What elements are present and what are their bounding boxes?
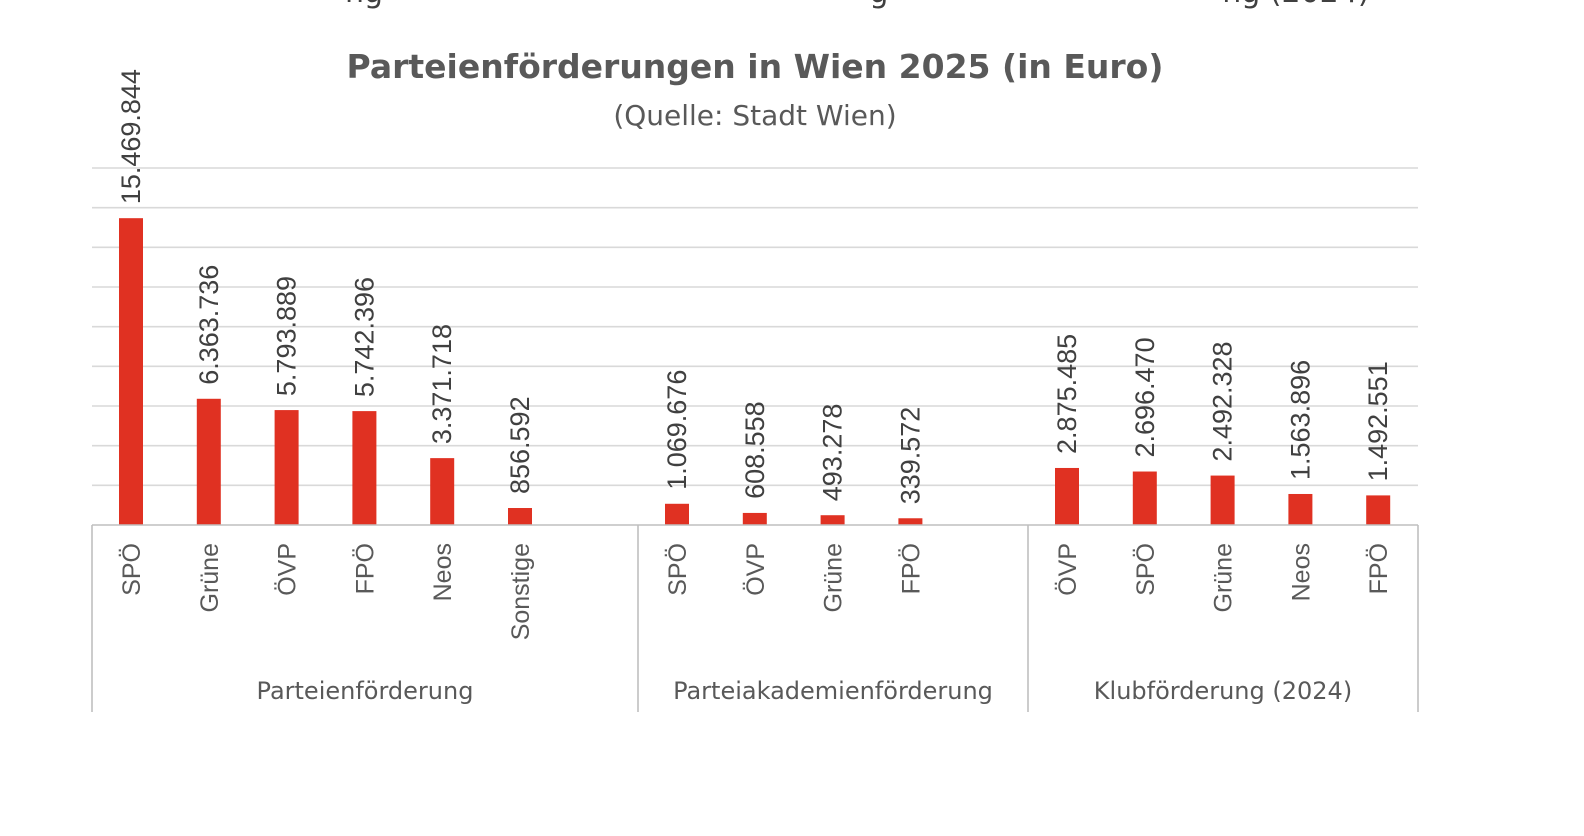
bar xyxy=(352,411,377,525)
data-label: 2.875.485 xyxy=(1052,334,1082,454)
category-label: Neos xyxy=(429,543,457,601)
bar xyxy=(1210,475,1235,525)
category-label: Grüne xyxy=(820,543,848,612)
data-label: 608.558 xyxy=(740,401,770,499)
data-label: 856.592 xyxy=(505,396,535,494)
data-label: 1.492.551 xyxy=(1363,361,1393,481)
data-label: 2.492.328 xyxy=(1208,341,1238,461)
bar xyxy=(1288,493,1313,525)
data-label: 5.793.889 xyxy=(272,276,302,396)
bar xyxy=(430,458,455,525)
bar xyxy=(820,515,845,525)
category-label: ÖVP xyxy=(1054,543,1082,596)
data-label: 1.563.896 xyxy=(1285,360,1315,480)
data-label: 2.696.470 xyxy=(1130,337,1160,457)
category-label: Grüne xyxy=(196,543,224,612)
bar xyxy=(1366,495,1391,525)
category-label: FPÖ xyxy=(1365,543,1393,594)
category-label: FPÖ xyxy=(351,543,379,594)
group-label: Klubförderung (2024) xyxy=(1094,677,1352,705)
bar xyxy=(742,512,767,525)
bar xyxy=(119,218,143,525)
data-label: 1.069.676 xyxy=(662,370,692,490)
group-label: Parteiakademienförderung xyxy=(673,677,993,705)
category-axis xyxy=(91,524,1419,712)
bar xyxy=(665,503,689,525)
data-label: 5.742.396 xyxy=(349,277,379,397)
category-label: SPÖ xyxy=(1132,543,1160,596)
value-labels: 15.469.844 6.363.736 5.793.889 5.742.396 3.3… xyxy=(116,69,1393,504)
category-label: FPÖ xyxy=(897,543,925,594)
chart-title: Parteienförderungen in Wien 2025 (in Eur… xyxy=(347,47,1164,86)
data-label: 6.363.736 xyxy=(194,265,224,385)
category-label: ÖVP xyxy=(742,543,770,596)
cut-off-header-text: ng g ng (2024) xyxy=(345,0,1370,10)
bar xyxy=(508,508,532,525)
bar xyxy=(1132,471,1157,525)
data-label: 15.469.844 xyxy=(116,69,146,204)
category-labels: SPÖ Grüne ÖVP FPÖ Neos Sonstige SPÖ ÖVP Grüne FPÖ… xyxy=(118,543,1393,640)
group-label: Parteienförderung xyxy=(257,677,474,705)
gridlines xyxy=(92,167,1418,487)
data-label: 3.371.718 xyxy=(427,324,457,444)
bar xyxy=(274,410,299,525)
bar xyxy=(196,398,221,525)
data-label: 493.278 xyxy=(818,404,848,502)
group-labels: Parteienförderung Parteiakademienförderun… xyxy=(257,677,1353,705)
category-label: SPÖ xyxy=(118,543,146,596)
category-label: Sonstige xyxy=(507,543,535,640)
bar xyxy=(898,518,923,525)
chart-subtitle: (Quelle: Stadt Wien) xyxy=(613,99,896,132)
bars xyxy=(119,218,1391,525)
category-label: Neos xyxy=(1287,543,1315,601)
category-label: SPÖ xyxy=(664,543,692,596)
category-label: ÖVP xyxy=(274,543,302,596)
bar xyxy=(1055,467,1079,525)
category-label: Grüne xyxy=(1210,543,1238,612)
data-label: 339.572 xyxy=(895,407,925,505)
